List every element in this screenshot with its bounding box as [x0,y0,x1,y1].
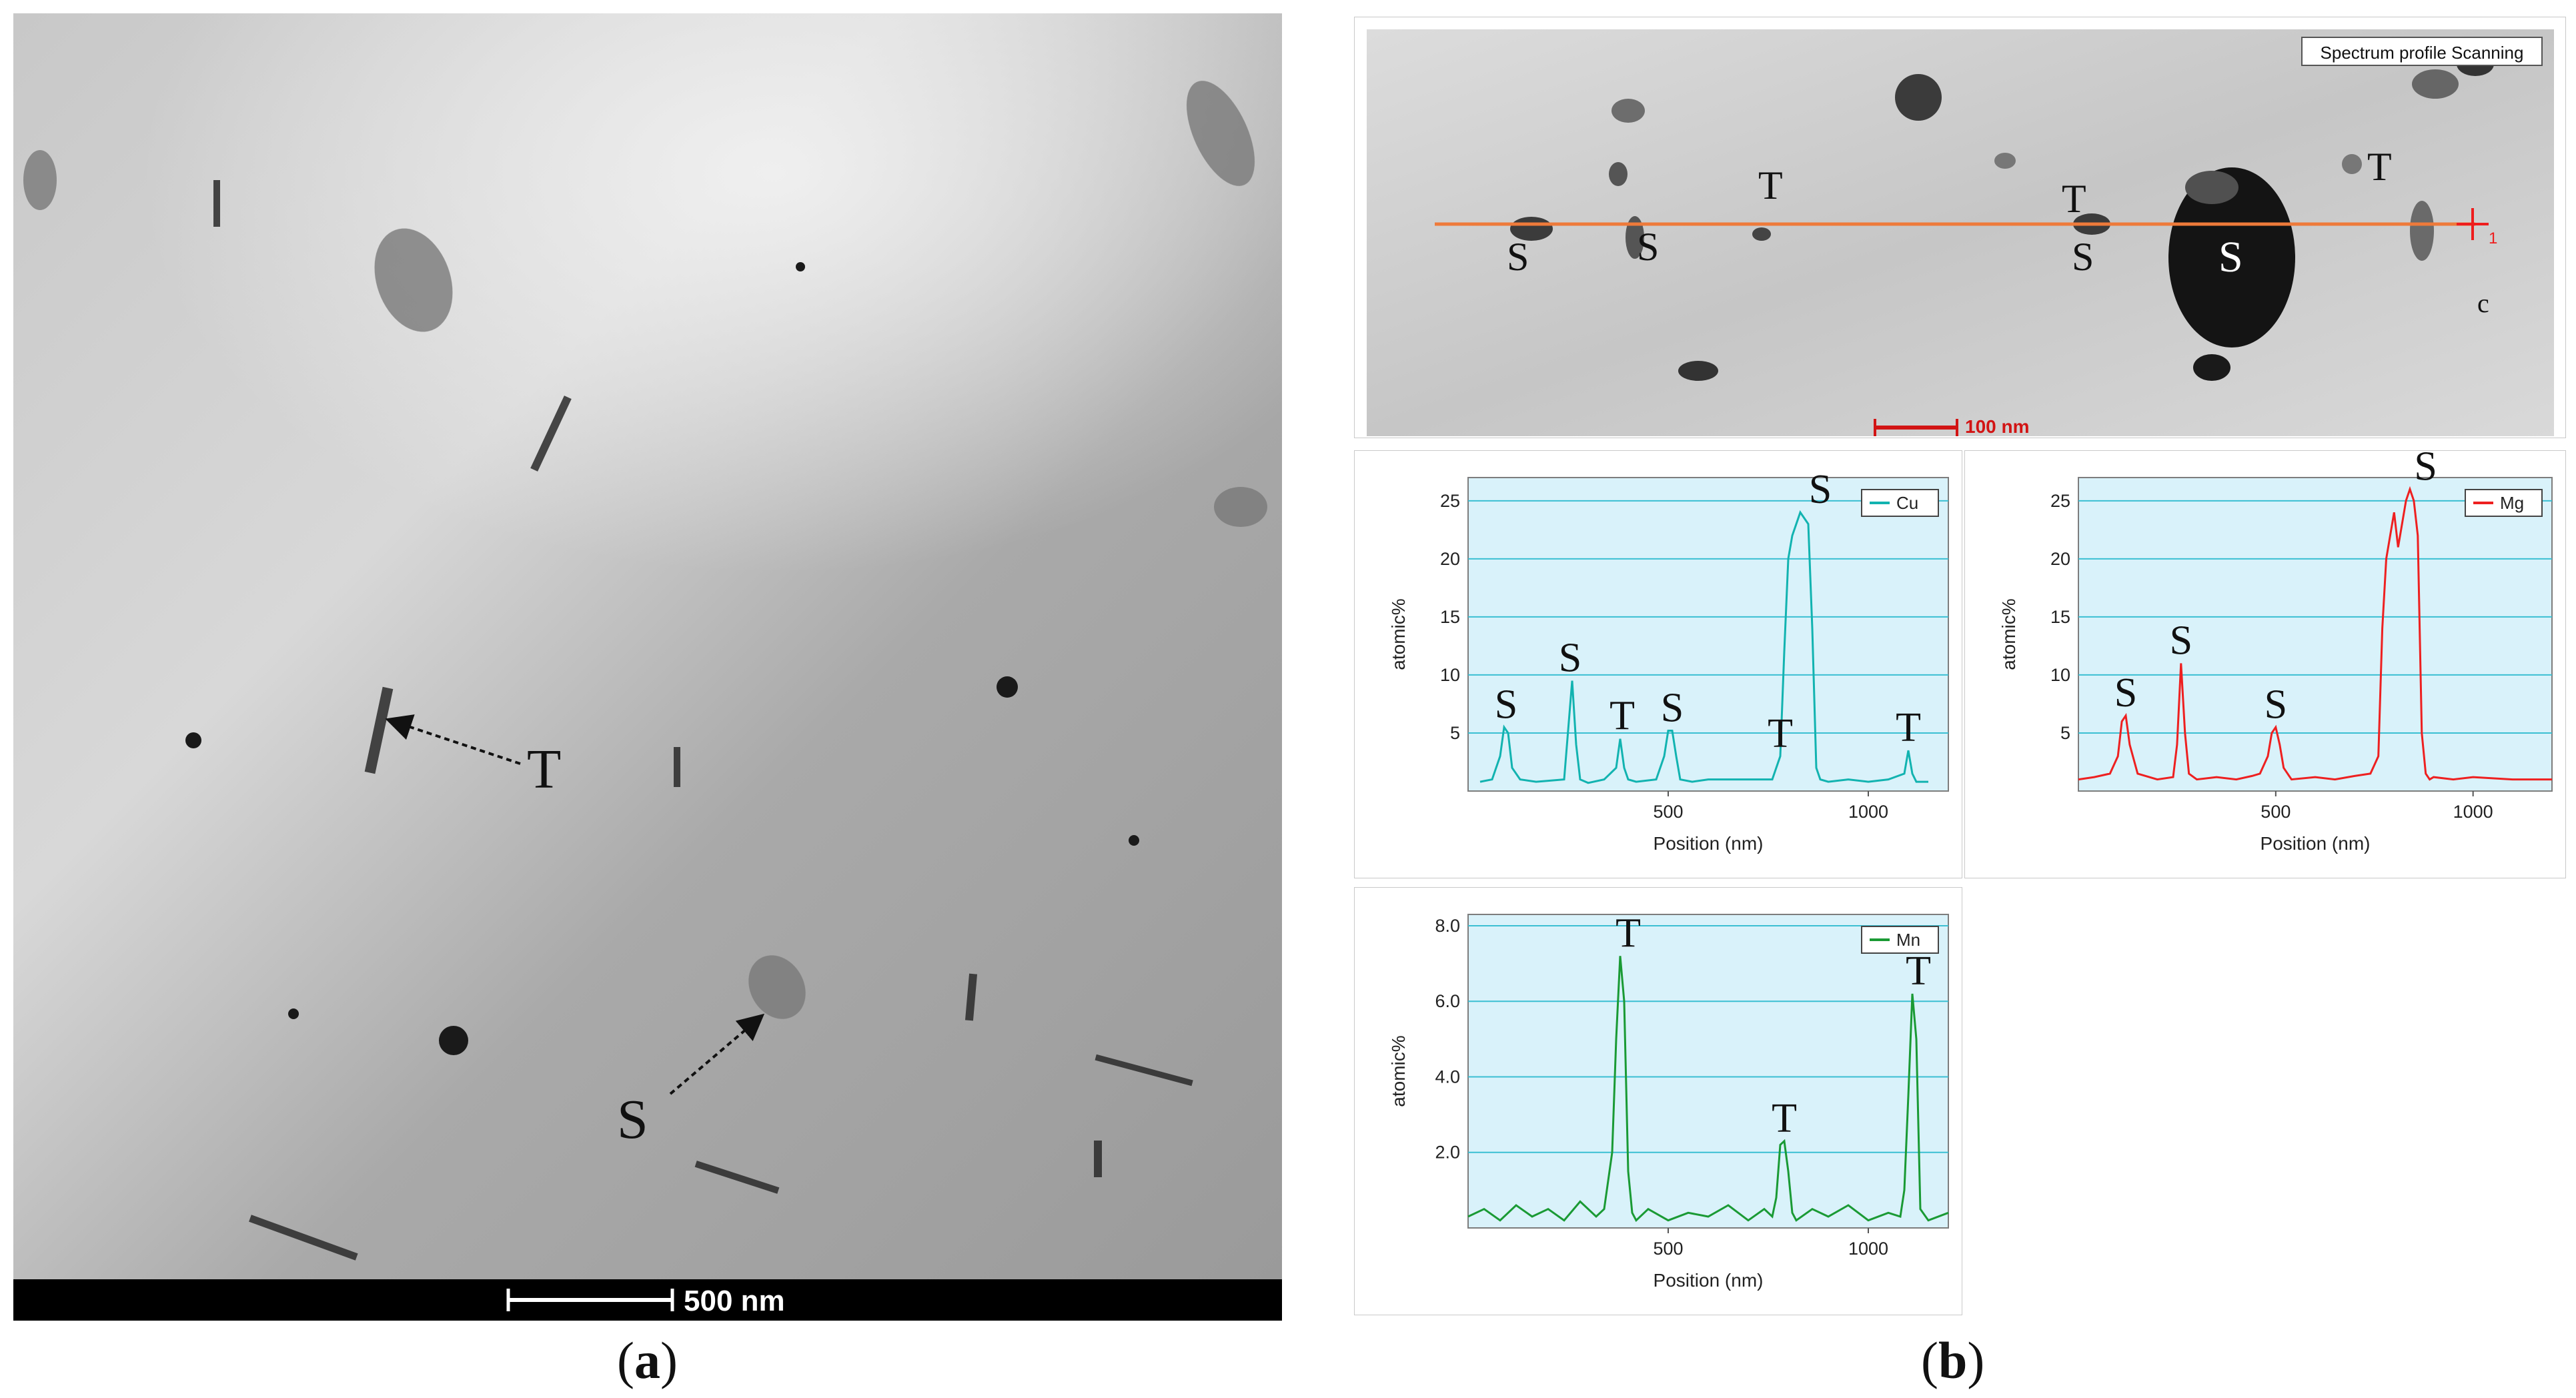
plot-area [1467,477,1949,792]
y-tick-label: 10 [1440,665,1460,685]
y-tick-label: 20 [1440,549,1460,569]
peak-annotation: T [1768,711,1793,756]
annotation-arrows-a [385,714,765,1095]
marker-t-a: T [527,738,562,800]
y-tick-label: 25 [1440,491,1460,511]
title-box [2301,37,2543,66]
series-line-mg [2078,486,2552,781]
particle-label-7: T [2367,145,2392,189]
peak-annotation: S [1559,636,1581,681]
particle-label-4: S [2072,235,2094,279]
particle-label-2: S [1637,225,1660,269]
plot-area [1467,914,1949,1229]
mn-chart-panel: 2.0 4.0 6.0 8.0 500 1000 Position (nm) atomic% M… [1354,887,1962,1315]
mn-line-chart: 2.0 4.0 6.0 8.0 500 1000 Position (nm) atomic% M… [1388,910,1949,1291]
legend-label: Mg [2500,493,2524,513]
y-tick-label: 15 [1440,607,1460,627]
x-axis-label: Position (nm) [1654,1270,1764,1291]
x-tick-label: 1000 [2453,802,2493,822]
x-tick-label: 500 [1653,1239,1683,1259]
y-tick-label: 6.0 [1435,991,1460,1011]
micrograph-b-illustration [1367,29,2554,436]
peak-annotation: S [1495,682,1517,727]
scalebar-a-label: 500 nm [684,1285,785,1317]
micrograph-a-illustration [13,13,1282,1321]
peak-annotation: S [2114,670,2137,716]
peak-annotation: T [1906,948,1931,994]
legend-label: Cu [1896,493,1918,513]
peak-annotation: S [2170,618,2192,664]
particle-label-1: S [1507,235,1529,279]
y-tick-label: 5 [1450,723,1460,743]
x-tick-label: 1000 [1848,802,1888,822]
x-axis-label: Position (nm) [1654,833,1764,854]
y-tick-label: 25 [2050,491,2070,511]
x-tick-label: 1000 [1848,1239,1888,1259]
plot-area [2078,477,2553,792]
caption-a: (a) [617,1331,678,1389]
mg-chart-panel: 5 10 15 20 25 500 1000 Position (nm) atomic% Mg S S… [1964,450,2566,878]
y-tick-label: 2.0 [1435,1143,1460,1163]
peak-annotation: T [1609,694,1635,739]
y-tick-label: 10 [2050,665,2070,685]
y-axis-label: atomic% [1388,1035,1409,1107]
x-tick-label: 500 [2261,802,2291,822]
scan-end-label: 1 [2489,229,2498,247]
y-tick-label: 20 [2050,549,2070,569]
y-axis-label: atomic% [1998,598,2019,670]
spectrum-image-panel: Spectrum profile Scanning 100 nm 1 c S S… [1354,17,2566,438]
y-tick-label: 4.0 [1435,1067,1460,1087]
corner-label-c: c [2477,288,2489,318]
legend-box [1861,926,1939,954]
peak-annotation: T [1616,910,1641,956]
particle-label-3: T [1758,163,1783,207]
particle-label-6: S [2218,233,2243,281]
x-tick-label: 500 [1653,802,1683,822]
peak-annotation: S [1661,685,1684,730]
scalebar-b-label: 100 nm [1965,416,2030,437]
cu-chart-panel: 5 10 15 20 25 500 1000 Position (nm) atomic% Cu S S… [1354,450,1962,878]
peak-annotation: S [1809,467,1832,512]
peak-annotation: T [1772,1096,1797,1141]
x-axis-label: Position (nm) [2261,833,2371,854]
particle-label-5: T [2062,177,2086,221]
spectrum-title-box-text: Spectrum profile Scanning [2320,43,2524,63]
y-tick-label: 8.0 [1435,916,1460,936]
chart-2-plot: 2.0 4.0 6.0 8.0 500 1000 Position (nm) atomic% M… [1388,910,1949,1291]
tem-micrograph-a: 500 nm T S [13,13,1282,1321]
caption-b: (b) [1921,1331,1985,1389]
legend-label: Mn [1896,930,1920,950]
marker-s-a: S [617,1089,648,1151]
y-tick-label: 15 [2050,607,2070,627]
peak-annotation: S [2265,682,2287,727]
y-tick-label: 5 [2060,723,2070,743]
peak-annotation: S [2414,451,2437,489]
legend-box [2465,489,2543,517]
series-line-cu [1479,510,1928,784]
series-line-mn [1467,956,1949,1223]
peak-annotation: T [1896,705,1921,750]
y-axis-label: atomic% [1388,598,1409,670]
